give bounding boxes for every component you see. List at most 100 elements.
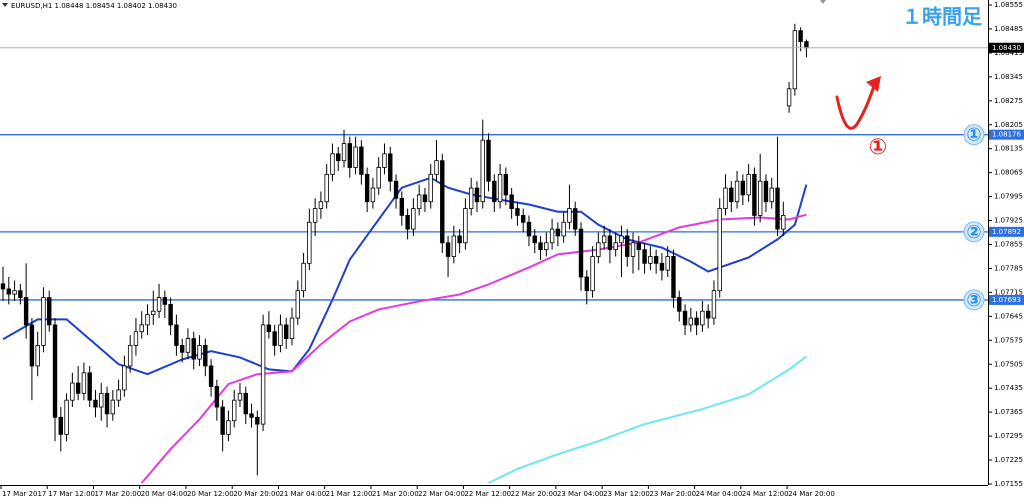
candle-body <box>151 310 156 316</box>
x-tick-label: 17 Mar 2017 <box>2 490 46 498</box>
candle-body <box>197 345 202 360</box>
candle-body <box>220 406 225 435</box>
candle-body <box>47 297 52 326</box>
candle-body <box>451 235 457 257</box>
candle-body <box>781 215 786 230</box>
candle-body <box>445 242 451 257</box>
candle-body <box>266 324 272 333</box>
candle-body <box>422 194 428 203</box>
candle-body <box>382 153 387 168</box>
candle-body <box>497 173 503 203</box>
candle-body <box>307 221 312 264</box>
candle-body <box>58 416 63 435</box>
candle-body <box>578 228 584 278</box>
annotation-title: １時間足 <box>902 5 983 29</box>
y-tick-label: 1.07365 <box>994 408 1023 416</box>
candle-body <box>561 221 566 237</box>
candle-body <box>249 413 254 418</box>
candle-body <box>23 297 29 326</box>
candle-body <box>607 235 613 251</box>
header: EURUSD,H1 1.08448 1.08454 1.08402 1.0843… <box>11 2 177 10</box>
candle-body <box>370 187 376 203</box>
candle-body <box>145 314 150 326</box>
x-tick-label: 20 Mar 12:00 <box>187 490 234 498</box>
candle-body <box>474 187 480 203</box>
candle-body <box>29 324 35 367</box>
y-tick-label: 1.08485 <box>994 25 1023 33</box>
candle-body <box>653 256 659 264</box>
candle-body <box>746 173 751 196</box>
candle-body <box>127 345 133 367</box>
candle-body <box>301 262 306 292</box>
candle-body <box>769 187 774 203</box>
candle-body <box>289 317 295 339</box>
candle-body <box>411 208 416 230</box>
candle-body <box>717 208 722 292</box>
candle-body <box>549 228 555 244</box>
candle-body <box>75 382 81 394</box>
candle-body <box>526 221 532 237</box>
x-tick-label: 22 Mar 20:00 <box>511 490 558 498</box>
candle-body <box>792 30 798 90</box>
candle-body <box>573 208 578 230</box>
candle-body <box>64 399 69 435</box>
candle-body <box>665 256 670 271</box>
candle-body <box>388 153 393 182</box>
candle-body <box>116 389 121 401</box>
level-badge-label: ① <box>966 125 981 146</box>
candle-body <box>538 242 543 251</box>
candle-body <box>619 235 624 244</box>
candle-body <box>336 153 341 162</box>
candle-body <box>168 303 173 326</box>
level-badge <box>963 289 985 311</box>
level-label: 1.07892 <box>992 228 1021 236</box>
candle-body <box>341 143 347 162</box>
candle-body <box>399 197 405 216</box>
candle-body <box>468 187 474 209</box>
level-label-box <box>989 129 1024 140</box>
candle-body <box>191 338 196 360</box>
candle-body <box>463 208 468 244</box>
y-tick-label: 1.07435 <box>994 384 1023 392</box>
candle-body <box>544 242 549 251</box>
menu-triangle <box>2 3 8 7</box>
level-badge <box>963 124 985 146</box>
candle-body <box>35 345 40 367</box>
candle-body <box>353 146 358 168</box>
x-tick-label: 24 Mar 12:00 <box>742 490 789 498</box>
candle-body <box>492 180 497 203</box>
candle-body <box>359 146 364 175</box>
y-tick-label: 1.08205 <box>994 121 1023 129</box>
annotation-mark: ① <box>869 135 888 160</box>
x-tick-label: 24 Mar 20:00 <box>788 490 835 498</box>
y-tick-label: 1.08275 <box>994 97 1023 105</box>
candle-body <box>648 256 653 264</box>
y-tick-label: 1.07785 <box>994 264 1023 272</box>
x-tick-label: 17 Mar 20:00 <box>94 490 141 498</box>
candle-body <box>376 167 381 189</box>
candle-body <box>682 310 688 326</box>
candle-body <box>705 310 711 319</box>
y-tick-label: 1.07715 <box>994 288 1023 296</box>
candle-body <box>642 249 647 264</box>
candle-body <box>214 386 220 408</box>
candle-body <box>729 187 734 203</box>
candle-body <box>324 173 329 203</box>
candle-body <box>70 382 75 401</box>
candle-body <box>255 416 260 425</box>
red-arrow <box>835 84 876 130</box>
x-tick-label: 21 Mar 04:00 <box>279 490 326 498</box>
candle-body <box>671 256 676 298</box>
candle-body <box>711 290 717 319</box>
candle-body <box>133 331 139 346</box>
x-tick-label: 22 Mar 12:00 <box>464 490 511 498</box>
candle-body <box>457 235 462 244</box>
candle-body <box>174 324 179 346</box>
y-tick-label: 1.07855 <box>994 241 1023 249</box>
candle-body <box>532 235 537 244</box>
candle-body <box>52 324 58 418</box>
candle-body <box>503 173 509 196</box>
x-tick-label: 17 Mar 12:00 <box>48 490 95 498</box>
candle-body <box>295 290 300 319</box>
moving-average <box>2 176 808 376</box>
